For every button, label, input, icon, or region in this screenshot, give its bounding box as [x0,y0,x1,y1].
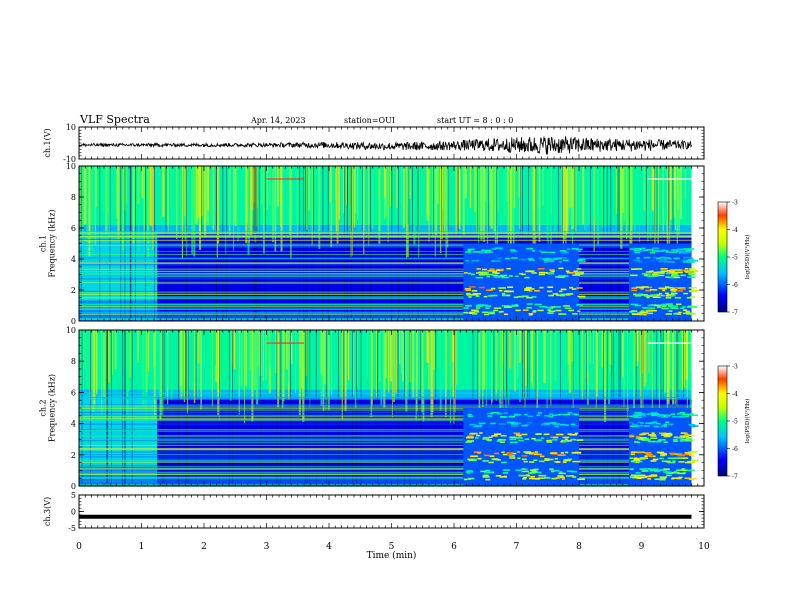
colorbar-tick-label: -6 [732,282,738,289]
colorbar-tick-label: -7 [732,474,738,481]
x-tick-label: 2 [201,542,207,552]
y-tick-label: 0 [71,508,76,517]
x-tick-label: 0 [76,542,82,552]
x-tick-label: 10 [698,542,710,552]
y-tick-label: 6 [71,388,76,397]
y-tick-label: 0 [71,482,76,491]
y-axis-label: Frequency (kHz) [48,209,57,277]
y-tick-label: -10 [63,155,76,164]
chart-title: VLF Spectra [80,113,150,126]
y-tick-label: 10 [66,123,76,132]
colorbar-tick-label: -3 [732,364,738,371]
y-tick-label: 4 [71,255,76,264]
x-tick-label: 5 [389,542,395,552]
y-axis-label: ch.3(V) [43,497,52,526]
y-axis-label: ch.1 [39,235,48,252]
x-tick-label: 3 [264,542,270,552]
ch2-colorbar [717,365,728,477]
x-tick-label: 9 [639,542,645,552]
ch1-waveform-line [78,136,692,155]
y-axis-label: Frequency (kHz) [48,374,57,442]
y-tick-label: 10 [66,162,76,171]
y-tick-label: 5 [71,491,76,500]
colorbar-label: log(PSD)(V²/Hz) [744,399,751,444]
y-tick-label: 2 [71,286,76,295]
colorbar-tick-label: -4 [732,391,738,398]
y-tick-label: 8 [71,357,76,366]
y-tick-label: -5 [68,524,76,533]
y-tick-label: 10 [66,326,76,335]
x-tick-label: 1 [139,542,145,552]
y-tick-label: 6 [71,224,76,233]
y-axis-label: ch.2 [39,399,48,416]
colorbar-label: log(PSD)(V²/Hz) [744,235,751,280]
x-tick-label: 7 [514,542,520,552]
x-tick-label: 6 [451,542,457,552]
colorbar-tick-label: -3 [732,200,738,207]
y-tick-label: 0 [71,317,76,326]
y-tick-label: 4 [71,420,76,429]
ch1-colorbar [717,201,728,313]
date-label: Apr. 14, 2023 [251,116,306,125]
x-tick-label: 4 [326,542,332,552]
y-tick-label: 2 [71,451,76,460]
colorbar-tick-label: -7 [732,310,738,317]
colorbar-tick-label: -5 [732,255,738,262]
x-tick-label: 8 [576,542,582,552]
x-axis-label: Time (min) [367,550,417,561]
station-label: station=OUI [344,116,395,125]
y-axis-label: ch.1(V) [43,128,52,157]
ch2-spectrogram-image [79,330,699,487]
colorbar-tick-label: -6 [732,446,738,453]
colorbar-tick-label: -4 [732,227,738,234]
colorbar-tick-label: -5 [732,419,738,426]
start-time-label: start UT = 8 : 0 : 0 [437,116,514,125]
y-tick-label: 8 [71,193,76,202]
ch1-spectrogram-image [79,166,699,321]
